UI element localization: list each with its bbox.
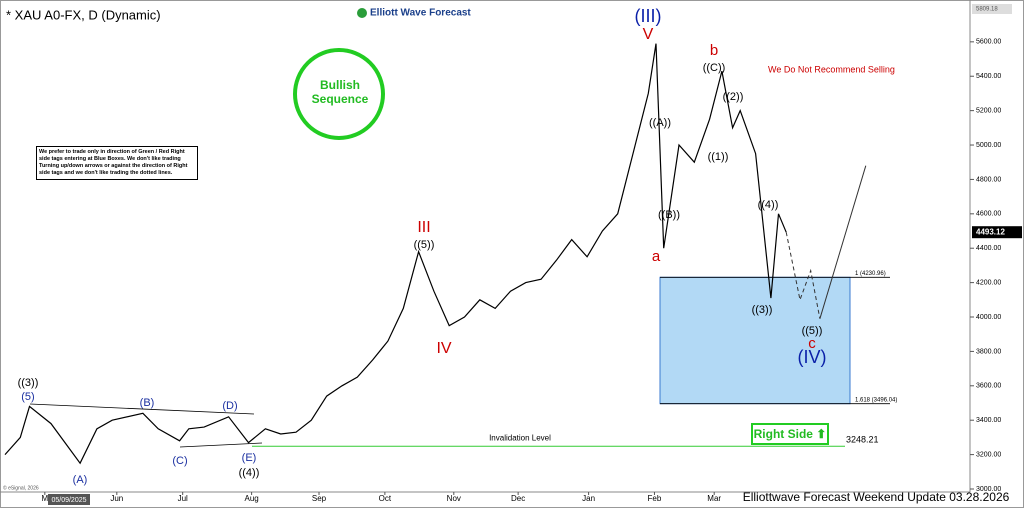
wave-label: ((4)) xyxy=(239,467,260,479)
invalidation-label: 3248.21 xyxy=(846,435,879,445)
x-tick-label: Mar xyxy=(707,494,721,503)
badge: Bullish Sequence xyxy=(311,78,369,106)
y-tick-label: 3200.00 xyxy=(976,451,1001,458)
last-price: 4493.12 xyxy=(976,227,1005,236)
last-price-box xyxy=(972,226,1022,239)
badge-circle xyxy=(293,48,385,140)
wave-label: (IV) xyxy=(798,347,827,367)
wave-label: (A) xyxy=(73,474,88,486)
y-tick-label: 3000.00 xyxy=(976,486,1001,493)
wave-label: ((4)) xyxy=(758,199,779,211)
x-tick-label: Nov xyxy=(447,494,461,503)
footer: Elliottwave Forecast Weekend Update 03.2… xyxy=(743,490,1010,504)
x-tick-label: Aug xyxy=(244,494,258,503)
date-label: 05/09/2025 xyxy=(51,497,86,504)
projection xyxy=(785,232,821,319)
x-tick-label: Jan xyxy=(582,494,595,503)
x-tick-label: Dec xyxy=(511,494,525,503)
wave-label: (E) xyxy=(242,452,257,464)
trendline xyxy=(29,403,255,415)
x-tick-label: M xyxy=(41,494,48,503)
brand-logo xyxy=(357,8,367,18)
wave-label: ((A)) xyxy=(649,117,671,129)
right-side-box xyxy=(751,423,829,445)
wave-label: b xyxy=(710,42,718,59)
brand: Elliott Wave Forecast xyxy=(370,8,471,19)
wave-label: a xyxy=(652,248,661,265)
wave-label: c xyxy=(808,335,816,352)
y-tick-label: 5200.00 xyxy=(976,107,1001,114)
target-box xyxy=(659,276,851,405)
y-tick-label: 5600.00 xyxy=(976,39,1001,46)
wave-label: ((B)) xyxy=(658,209,680,221)
wave-label: (D) xyxy=(222,400,237,412)
wave-label: V xyxy=(643,26,654,43)
wave-label: ((3)) xyxy=(752,304,773,316)
x-tick-label: Jul xyxy=(178,494,188,503)
fib-label: 1 (4230.96) xyxy=(855,271,886,277)
y-tick-label: 5000.00 xyxy=(976,142,1001,149)
warning: We Do Not Recommend Selling xyxy=(768,64,895,74)
y-tick-label: 3600.00 xyxy=(976,383,1001,390)
y-tick-label: 4600.00 xyxy=(976,211,1001,218)
note: We prefer to trade only in direction of … xyxy=(36,146,198,180)
wave-label: (5) xyxy=(21,391,34,403)
y-tick-label: 3800.00 xyxy=(976,348,1001,355)
x-tick-label: Sep xyxy=(312,494,327,503)
y-tick-label: 4400.00 xyxy=(976,245,1001,252)
wave-label: (III) xyxy=(635,6,662,26)
wave-label: III xyxy=(417,219,430,236)
wave-label: (B) xyxy=(140,397,155,409)
invalidation-text: Invalidation Level xyxy=(489,433,551,442)
copyright: © eSignal, 2026 xyxy=(3,484,39,491)
y-tick-label: 3400.00 xyxy=(976,417,1001,424)
projection xyxy=(819,165,867,319)
wave-label: ((C)) xyxy=(703,62,726,74)
chart-title: * XAU A0-FX, D (Dynamic) xyxy=(6,7,161,22)
wave-label: (C) xyxy=(172,455,187,467)
right-side: Right Side ⬆ xyxy=(754,427,827,441)
y-tick-label: 5400.00 xyxy=(976,73,1001,80)
y-tick-label: 4200.00 xyxy=(976,279,1001,286)
x-tick-label: Oct xyxy=(379,494,392,503)
wave-label: ((3)) xyxy=(18,377,39,389)
trendline xyxy=(179,442,263,448)
fib-label: 1.618 (3496.04) xyxy=(855,397,897,403)
wave-label: ((2)) xyxy=(723,91,744,103)
date-box xyxy=(48,494,90,505)
y-tick-label: 4000.00 xyxy=(976,314,1001,321)
wave-label: ((1)) xyxy=(708,151,729,163)
wave-label: ((5)) xyxy=(802,325,823,337)
top-price: 5809.18 xyxy=(976,7,998,13)
x-tick-label: Jun xyxy=(110,494,123,503)
y-tick-label: 4800.00 xyxy=(976,176,1001,183)
wave-label: IV xyxy=(436,340,451,357)
x-tick-label: Feb xyxy=(648,494,662,503)
price-line xyxy=(4,43,787,465)
wave-label: ((5)) xyxy=(414,239,435,251)
top-price-box xyxy=(972,4,1012,14)
